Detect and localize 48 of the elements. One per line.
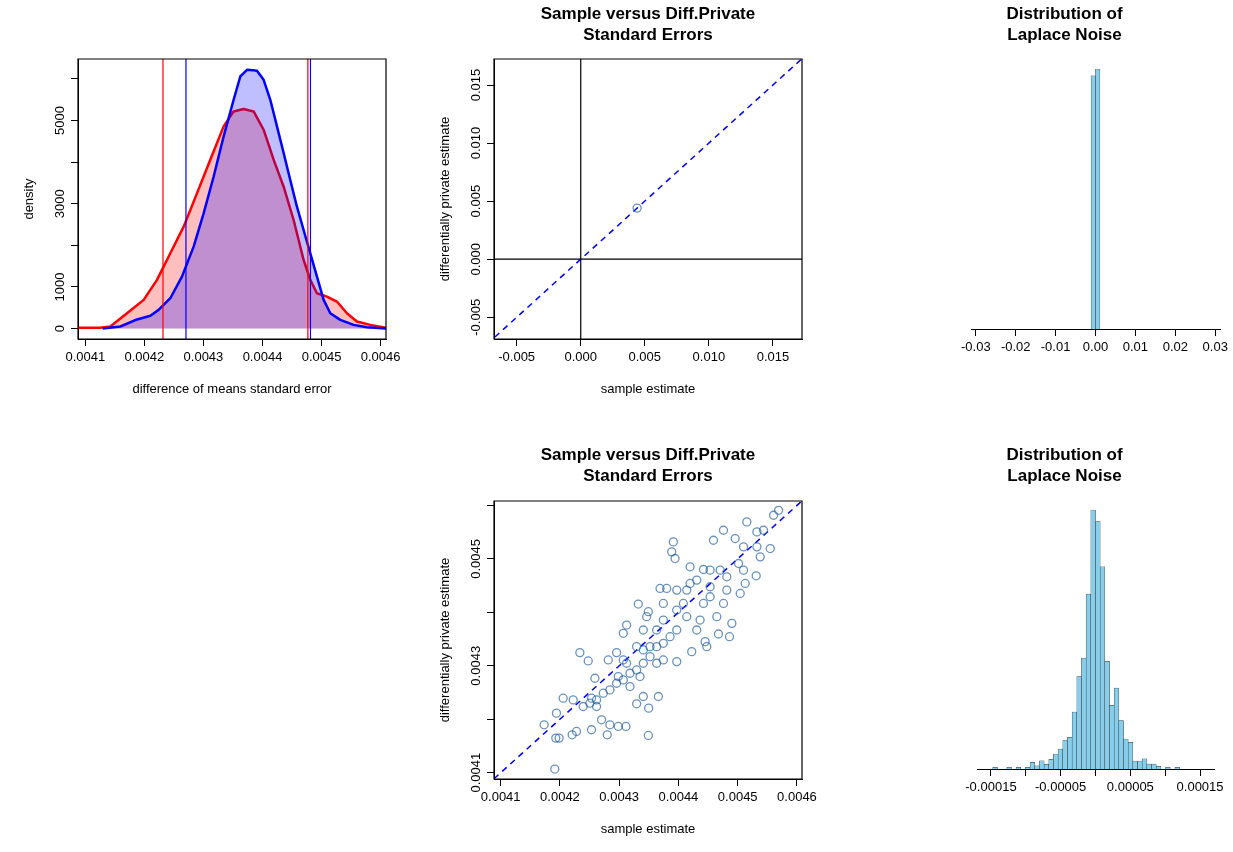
x-tick-label: 0.0045 xyxy=(301,349,342,365)
x-tick-label: -0.03 xyxy=(960,339,991,355)
chart-title: Distribution of Laplace Noise xyxy=(1005,3,1124,45)
chart-title: Sample versus Diff.Private Standard Errors xyxy=(539,444,757,486)
x-tick-label: -0.00005 xyxy=(1034,779,1087,795)
y-tick-label: 0.005 xyxy=(468,184,484,218)
x-tick-label: 0.0041 xyxy=(65,349,106,365)
x-tick-label: 0.0043 xyxy=(599,789,640,805)
y-tick-label: 0.000 xyxy=(468,242,484,276)
x-tick-label: 0.02 xyxy=(1162,339,1188,355)
x-axis-title: difference of means standard error xyxy=(132,380,333,396)
x-tick-label: 0.00 xyxy=(1082,339,1109,355)
y-axis-title: differentially private estimate xyxy=(437,557,453,723)
chart-title: Distribution of Laplace Noise xyxy=(1005,444,1124,486)
x-tick-label: 0.000 xyxy=(564,349,598,365)
x-tick-label: -0.02 xyxy=(1000,339,1031,355)
y-tick-label: 0.010 xyxy=(468,126,484,160)
x-tick-label: 0.0042 xyxy=(124,349,165,365)
x-tick-label: 0.0045 xyxy=(717,789,758,805)
x-tick-label: 0.00015 xyxy=(1176,779,1224,795)
y-tick-label: 0.0043 xyxy=(468,645,484,686)
x-tick-label: -0.005 xyxy=(498,349,536,365)
x-tick-label: -0.01 xyxy=(1040,339,1071,355)
y-axis-title: density xyxy=(21,177,37,220)
x-tick-label: 0.005 xyxy=(628,349,662,365)
x-tick-label: 0.01 xyxy=(1122,339,1149,355)
x-tick-label: 0.0046 xyxy=(360,349,401,365)
y-axis-title: differentially private estimate xyxy=(437,116,453,282)
y-tick-label: 0.015 xyxy=(468,68,484,102)
x-tick-label: 0.010 xyxy=(692,349,726,365)
y-tick-label: 5000 xyxy=(52,106,68,136)
x-tick-label: 0.03 xyxy=(1202,339,1228,355)
x-tick-label: -0.00015 xyxy=(965,779,1017,795)
x-axis-title: sample estimate xyxy=(600,820,696,836)
x-tick-label: 0.0044 xyxy=(658,789,699,805)
x-tick-label: 0.0043 xyxy=(183,349,224,365)
chart-title: Sample versus Diff.Private Standard Errors xyxy=(539,3,757,45)
x-tick-label: 0.0042 xyxy=(540,789,580,805)
x-tick-label: 0.00005 xyxy=(1106,779,1154,795)
y-tick-label: 1000 xyxy=(52,272,68,302)
y-tick-label: 0.0045 xyxy=(468,538,484,579)
x-tick-label: 0.015 xyxy=(756,349,790,365)
x-tick-label: 0.0041 xyxy=(480,789,521,805)
x-tick-label: 0.0044 xyxy=(242,349,283,365)
x-axis-title: sample estimate xyxy=(600,380,696,396)
y-tick-label: 3000 xyxy=(52,189,68,219)
x-tick-label: 0.0046 xyxy=(777,789,817,805)
y-tick-label: 0 xyxy=(52,324,68,333)
